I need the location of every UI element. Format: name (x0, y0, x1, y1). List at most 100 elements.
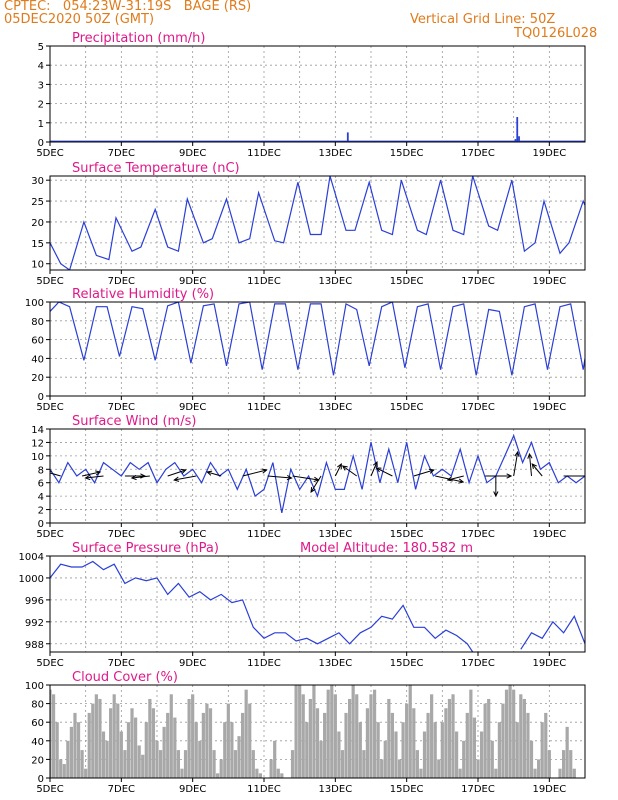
bar (380, 759, 384, 778)
wind-arrow-head (286, 475, 293, 481)
bar (333, 694, 337, 778)
x-tick-label: 5DEC (36, 658, 63, 669)
bar (176, 750, 181, 778)
wind-arrow-head (493, 491, 499, 498)
bar (126, 722, 131, 778)
bar (394, 731, 398, 778)
bar (447, 698, 452, 778)
y-tick-label: 992 (25, 618, 44, 629)
wind-arrow (413, 469, 434, 477)
wind-arrow-head (173, 476, 180, 482)
panel-title: Surface Wind (m/s) (72, 414, 196, 429)
bar (504, 689, 509, 778)
y-tick-label: 40 (31, 737, 44, 748)
wind-arrow (513, 451, 519, 477)
y-tick-label: 0 (38, 138, 44, 149)
bar (383, 740, 387, 778)
wind-arrow (376, 467, 393, 477)
bar (119, 731, 123, 778)
bar (512, 689, 516, 778)
x-tick-label: 5DEC (36, 276, 63, 287)
y-tick-label: 4 (38, 61, 44, 72)
wind-arrow-head (458, 478, 465, 484)
series-line (50, 434, 585, 514)
bar (208, 708, 213, 778)
x-tick-label: 17DEC (461, 529, 495, 540)
bar (191, 694, 195, 778)
y-tick-label: 4 (38, 492, 44, 503)
panel-data (50, 685, 576, 778)
bar (169, 694, 173, 778)
y-tick-label: 80 (31, 317, 44, 328)
bar (387, 698, 391, 778)
bar (230, 722, 234, 778)
bar (544, 712, 548, 778)
bar (458, 768, 462, 778)
panel-frame (49, 45, 586, 143)
bar (105, 740, 109, 778)
x-tick-label: 13DEC (318, 402, 352, 413)
y-tick-label: 1000 (19, 574, 44, 585)
bar (244, 689, 248, 778)
bar (301, 694, 305, 778)
panel-data (50, 176, 585, 270)
bar (487, 698, 491, 778)
bar (258, 773, 263, 778)
wind-arrow-head (180, 468, 187, 474)
y-tick-label: 80 (31, 700, 44, 711)
x-tick-label: 17DEC (461, 276, 495, 287)
bar (572, 768, 576, 778)
x-tick-label: 15DEC (390, 148, 424, 159)
bar (255, 768, 259, 778)
bar (346, 132, 349, 142)
bar (290, 750, 295, 778)
panel-annotation: Model Altitude: 180.582 m (300, 541, 473, 556)
x-tick-label: 19DEC (532, 148, 566, 159)
header-station: CPTEC: 054:23W-31:19S BAGE (RS) (4, 0, 252, 14)
bar (205, 703, 209, 778)
y-tick-label: 996 (25, 596, 44, 607)
x-tick-label: 19DEC (532, 784, 566, 795)
y-tick-label: 14 (31, 425, 44, 436)
x-tick-label: 9DEC (179, 784, 206, 795)
bar (372, 689, 377, 778)
panel-5 (46, 684, 586, 782)
bar (462, 740, 466, 778)
bar (547, 750, 551, 778)
y-tick-label: 10 (31, 452, 44, 463)
x-tick-label: 19DEC (532, 276, 566, 287)
bar (73, 712, 77, 778)
bar (514, 139, 517, 142)
bar (155, 740, 159, 778)
bar (469, 689, 473, 778)
bar (269, 759, 273, 778)
x-tick-label: 13DEC (318, 658, 352, 669)
y-tick-label: 0 (38, 392, 44, 403)
panel-title: Surface Pressure (hPa) (72, 541, 219, 556)
y-tick-label: 20 (31, 373, 44, 384)
bar (162, 726, 166, 778)
x-tick-label: 9DEC (179, 658, 206, 669)
wind-arrow (267, 475, 292, 479)
bar (472, 717, 477, 778)
x-tick-label: 7DEC (108, 276, 135, 287)
wind-arrow-head (446, 476, 453, 482)
y-tick-label: 40 (31, 354, 44, 365)
bar (405, 703, 409, 778)
wind-arrow (310, 475, 322, 493)
y-tick-label: 1 (38, 119, 44, 130)
wind-arrow-head (341, 465, 348, 471)
bar (518, 136, 520, 142)
x-tick-label: 7DEC (108, 529, 135, 540)
y-tick-label: 0 (38, 774, 44, 785)
y-tick-label: 0 (38, 519, 44, 530)
bar (494, 768, 498, 778)
bar (490, 740, 494, 778)
bar (308, 698, 312, 778)
x-tick-label: 9DEC (179, 276, 206, 287)
bar (323, 712, 327, 778)
panel-frame (49, 175, 586, 271)
bar (223, 722, 227, 778)
wind-arrow (292, 475, 319, 481)
bar (55, 722, 59, 778)
